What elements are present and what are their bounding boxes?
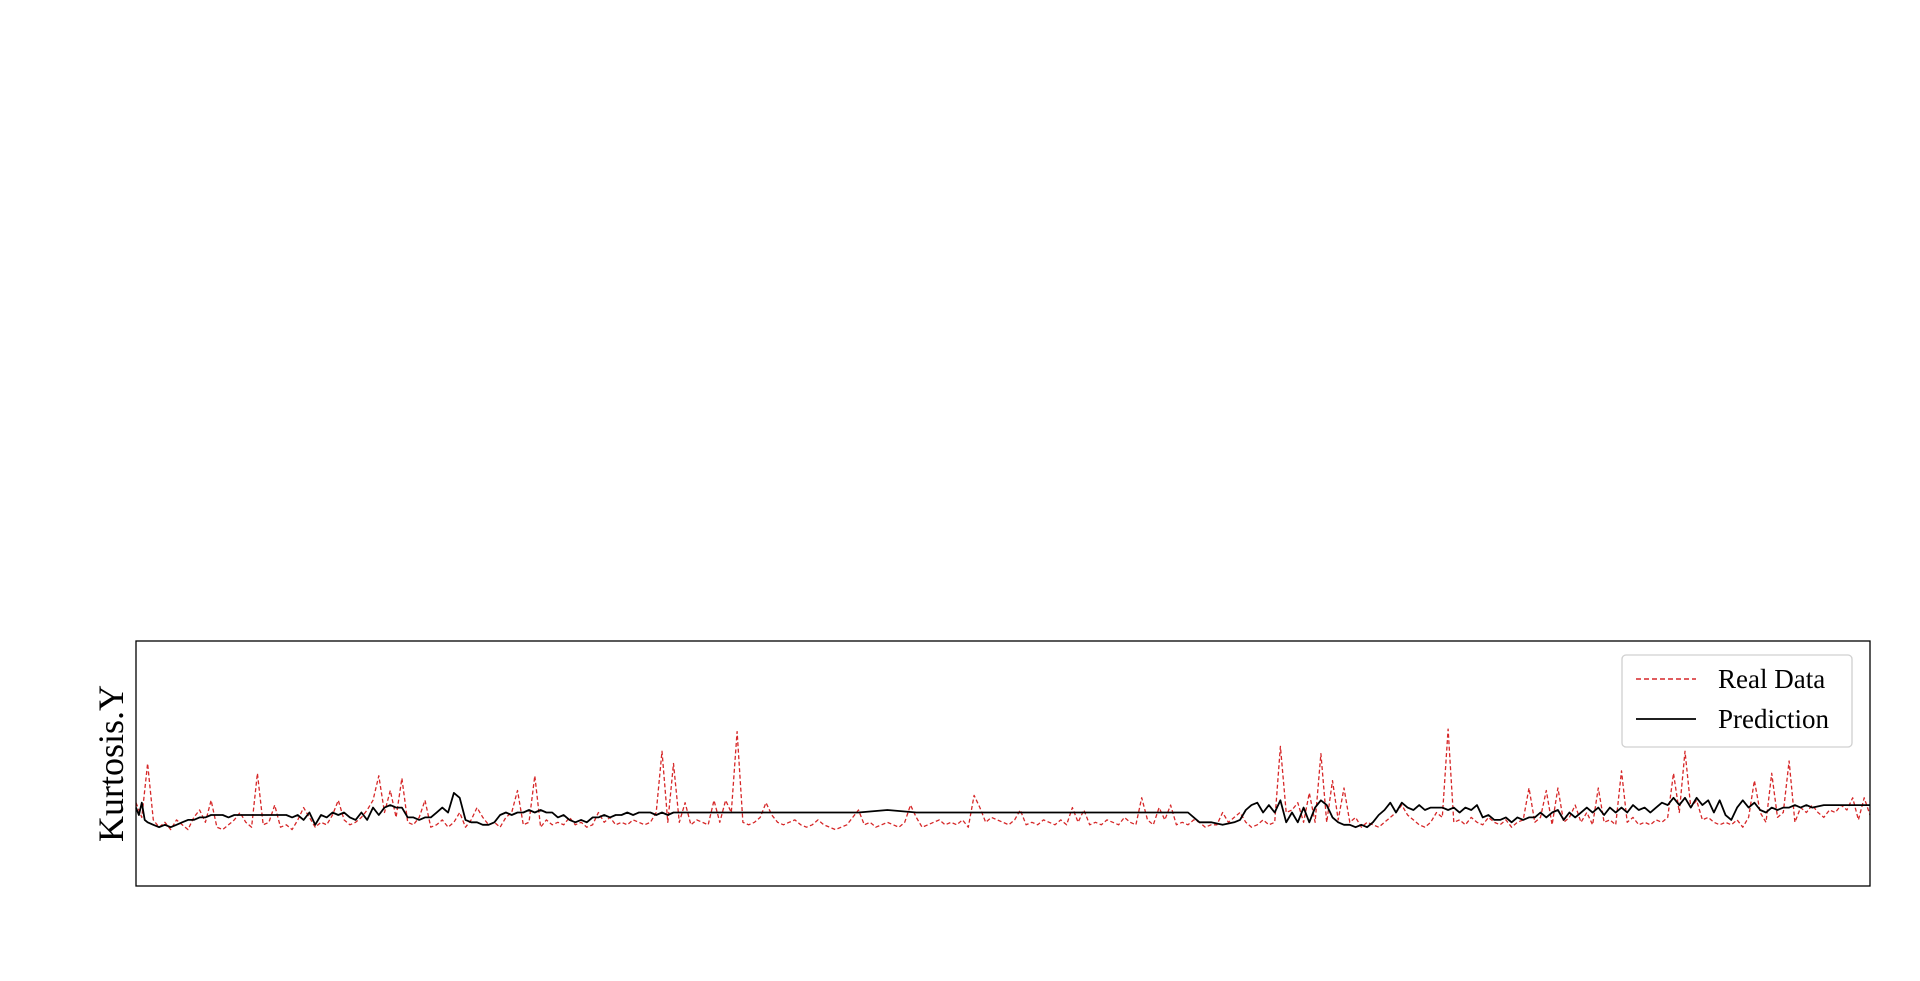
legend-label-real-data: Real Data [1718,664,1825,694]
y-axis-label: Kurtosis.Y [91,685,131,842]
legend-box [1621,654,1853,748]
series-line-prediction [135,792,1870,829]
plot-frame [135,640,1871,887]
series-layer [135,728,1871,831]
series-line-real-data [135,728,1871,831]
legend: Real Data Prediction [1621,654,1853,748]
legend-label-prediction: Prediction [1718,704,1829,734]
